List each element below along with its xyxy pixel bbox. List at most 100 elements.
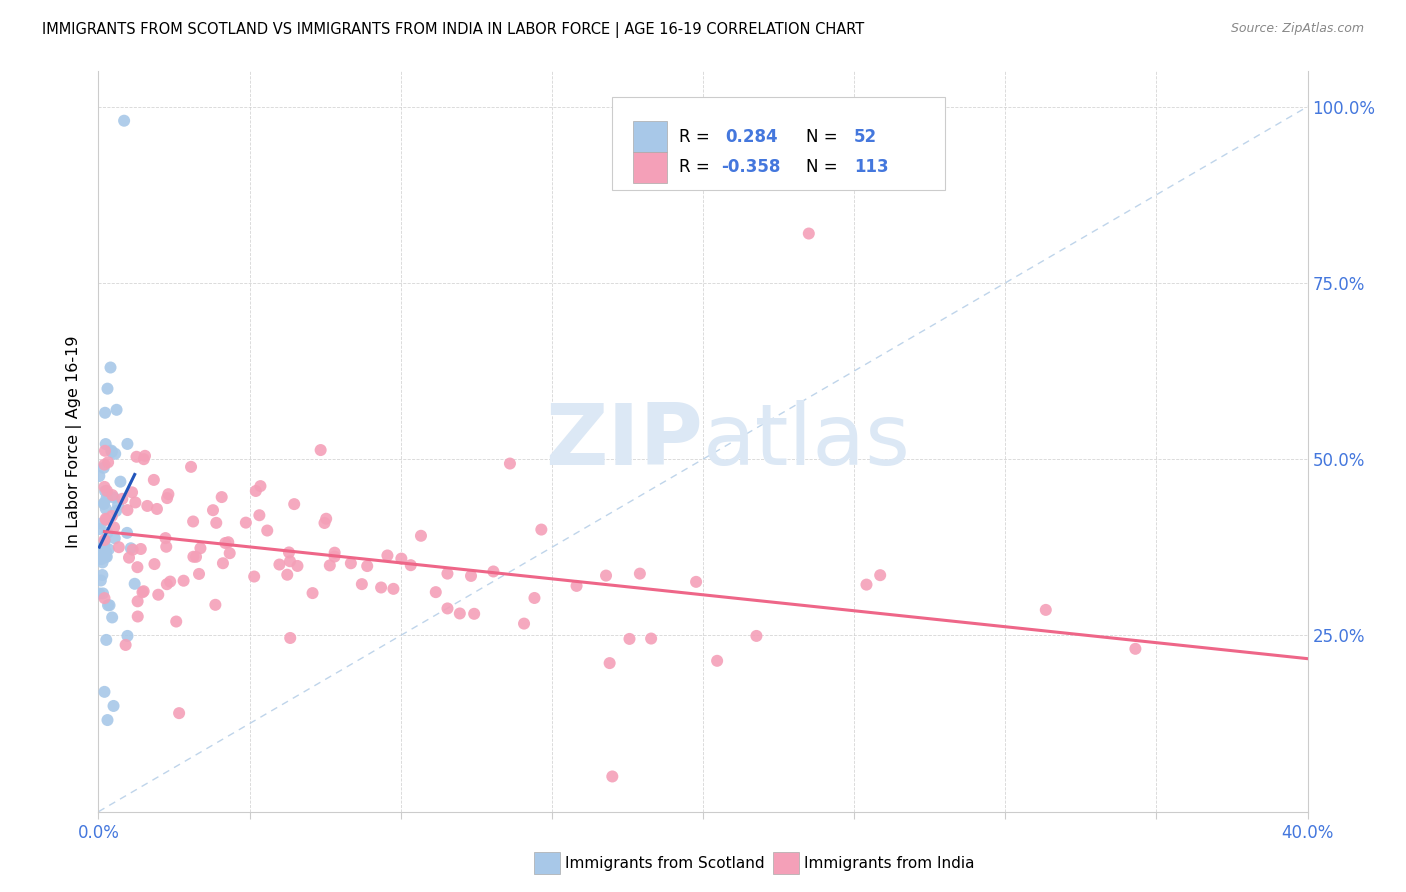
- Point: [100, 360, 122, 375]
- Point: [94, 549, 117, 564]
- Point: [91, 586, 114, 600]
- Point: [156, 577, 179, 591]
- Point: [94, 437, 117, 451]
- Point: [94, 502, 117, 516]
- Point: [159, 574, 181, 589]
- Point: [110, 475, 132, 489]
- Point: [104, 447, 127, 461]
- Point: [101, 445, 124, 459]
- Text: 113: 113: [855, 159, 889, 177]
- Point: [1035, 603, 1057, 617]
- Point: [350, 577, 373, 591]
- Text: N =: N =: [806, 159, 842, 177]
- Point: [249, 479, 271, 493]
- Point: [124, 495, 146, 509]
- Point: [382, 582, 405, 596]
- Text: ZIP: ZIP: [546, 400, 703, 483]
- Point: [107, 498, 129, 512]
- Point: [115, 525, 138, 540]
- Text: N =: N =: [806, 128, 842, 145]
- Point: [278, 545, 301, 559]
- Point: [93, 544, 115, 558]
- Text: IMMIGRANTS FROM SCOTLAND VS IMMIGRANTS FROM INDIA IN LABOR FORCE | AGE 16-19 COR: IMMIGRANTS FROM SCOTLAND VS IMMIGRANTS F…: [42, 22, 865, 38]
- Point: [389, 551, 412, 566]
- Point: [105, 504, 128, 518]
- Text: atlas: atlas: [703, 400, 911, 483]
- Point: [93, 685, 115, 699]
- Point: [93, 533, 115, 547]
- Point: [103, 491, 125, 505]
- Point: [449, 607, 471, 621]
- Point: [211, 490, 233, 504]
- Point: [91, 568, 114, 582]
- Point: [93, 591, 115, 606]
- Point: [436, 566, 458, 581]
- Point: [97, 599, 120, 613]
- Point: [90, 574, 112, 588]
- Point: [142, 473, 165, 487]
- Point: [90, 541, 112, 555]
- Point: [245, 483, 267, 498]
- Point: [121, 542, 143, 557]
- FancyBboxPatch shape: [613, 97, 945, 190]
- Point: [96, 713, 118, 727]
- Point: [188, 566, 211, 581]
- Point: [101, 488, 124, 502]
- Point: [127, 594, 149, 608]
- Point: [706, 654, 728, 668]
- Point: [89, 469, 111, 483]
- Text: Immigrants from India: Immigrants from India: [804, 856, 974, 871]
- Point: [100, 443, 122, 458]
- Point: [323, 546, 346, 560]
- Point: [463, 607, 485, 621]
- Point: [93, 496, 115, 510]
- FancyBboxPatch shape: [633, 121, 666, 153]
- Y-axis label: In Labor Force | Age 16-19: In Labor Force | Age 16-19: [66, 335, 83, 548]
- Point: [148, 588, 170, 602]
- Point: [165, 615, 187, 629]
- Point: [745, 629, 768, 643]
- Point: [278, 631, 301, 645]
- Point: [117, 503, 139, 517]
- Point: [513, 616, 536, 631]
- Point: [460, 569, 482, 583]
- Point: [89, 586, 111, 600]
- Point: [94, 443, 117, 458]
- Point: [101, 610, 124, 624]
- Point: [1125, 641, 1147, 656]
- Point: [595, 568, 617, 582]
- Point: [90, 552, 112, 566]
- Point: [94, 545, 117, 559]
- Point: [256, 524, 278, 538]
- Point: [319, 558, 342, 573]
- Point: [96, 632, 118, 647]
- Point: [94, 513, 117, 527]
- Point: [565, 579, 588, 593]
- Point: [797, 227, 820, 241]
- Point: [523, 591, 546, 605]
- Point: [190, 541, 212, 556]
- Point: [205, 516, 228, 530]
- Point: [97, 455, 120, 469]
- Text: 0.284: 0.284: [724, 128, 778, 145]
- Point: [96, 549, 118, 564]
- Point: [184, 549, 207, 564]
- Point: [436, 601, 458, 615]
- Point: [155, 540, 177, 554]
- Point: [619, 632, 641, 646]
- Point: [127, 609, 149, 624]
- Point: [117, 629, 139, 643]
- Point: [167, 706, 190, 720]
- Point: [173, 574, 195, 588]
- Point: [96, 525, 118, 540]
- Point: [409, 529, 432, 543]
- Point: [96, 382, 118, 396]
- Point: [114, 638, 136, 652]
- Point: [869, 568, 891, 582]
- Point: [96, 491, 118, 505]
- Text: R =: R =: [679, 128, 714, 145]
- Point: [530, 523, 553, 537]
- Point: [118, 550, 141, 565]
- Point: [93, 460, 115, 475]
- Point: [640, 632, 662, 646]
